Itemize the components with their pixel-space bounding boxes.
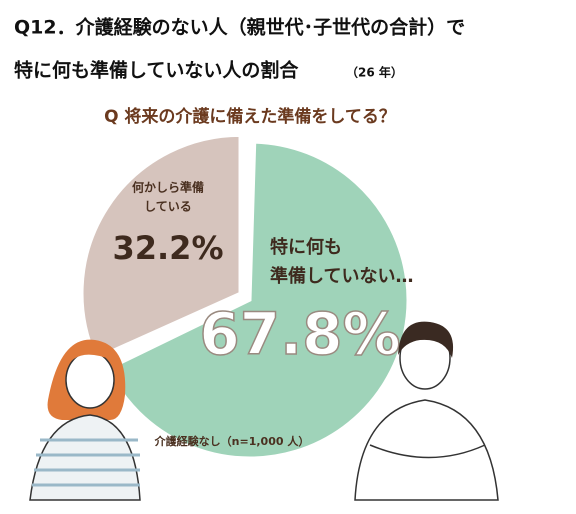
pie-slice xyxy=(80,133,242,361)
subtitle: Q 将来の介護に備えた準備をしてる？ xyxy=(104,106,396,127)
slice-label: 特に何も xyxy=(270,236,342,258)
title-note: （26 年） xyxy=(346,65,403,80)
title-line: Q12．介護経験のない人（親世代･子世代の合計）で xyxy=(14,16,465,39)
pie-slice xyxy=(105,140,410,460)
title-line: 特に何も準備していない人の割合 xyxy=(14,59,299,82)
woman-illustration xyxy=(29,339,141,501)
value-label: 67.8% xyxy=(199,300,400,368)
value-label: 32.2% xyxy=(112,229,223,267)
slice-label: 準備していない… xyxy=(270,265,413,287)
slice-label: している xyxy=(144,200,192,214)
slice-label: 何かしら準備 xyxy=(132,180,204,195)
note: 介護経験なし（n=1,000 人） xyxy=(154,434,310,448)
man-illustration xyxy=(354,321,499,501)
